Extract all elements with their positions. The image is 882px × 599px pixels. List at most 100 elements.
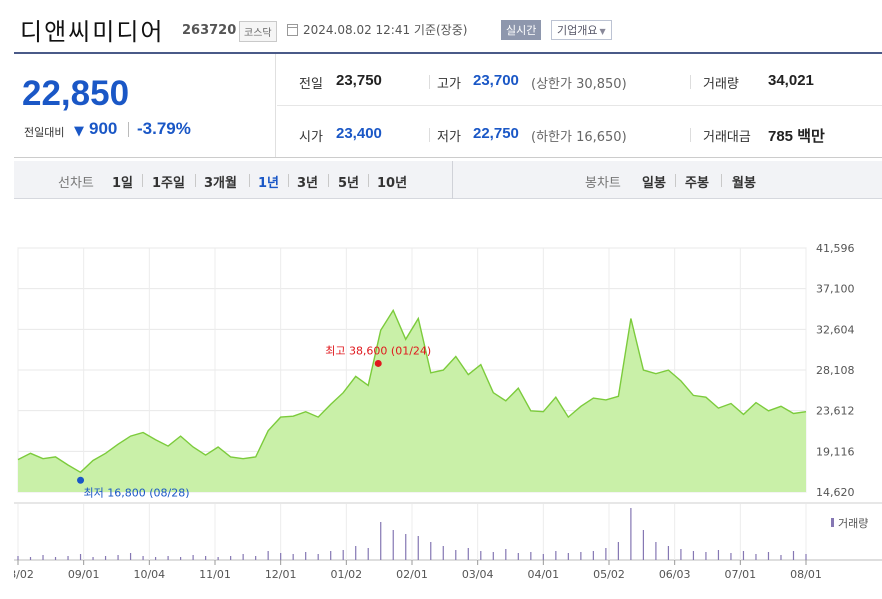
volume-bar [455, 550, 457, 560]
company-overview-button[interactable]: 기업개요 ▼ [551, 20, 612, 40]
volume-bar [142, 556, 144, 560]
volume-bar [104, 556, 107, 560]
market-badge: 코스닥 [239, 21, 277, 42]
period-1d[interactable]: 1일 [112, 176, 134, 191]
volume-bar [330, 551, 332, 560]
volume-bar [805, 554, 807, 560]
period-10y[interactable]: 10년 [377, 176, 408, 191]
volume-bar [205, 556, 207, 560]
x-tick-label: 04/01 [527, 568, 559, 581]
volume-value: 34,021 [768, 72, 814, 89]
toolbar-separator [142, 174, 143, 187]
change-separator [128, 122, 129, 137]
prev-close-value: 23,750 [336, 72, 382, 89]
low-value: 22,750 [473, 125, 519, 142]
high-value: 23,700 [473, 72, 519, 89]
volume-bar [742, 551, 745, 560]
toolbar-separator [721, 174, 722, 187]
volume-bar [492, 552, 494, 560]
upper-limit: (상한가 30,850) [531, 77, 627, 92]
volume-bar [280, 553, 282, 560]
y-tick-label: 28,108 [816, 364, 855, 377]
volume-bar [242, 554, 244, 560]
volume-bar [530, 552, 532, 560]
volume-bar [580, 552, 582, 560]
x-tick-label: 02/01 [396, 568, 428, 581]
price-area-fill [18, 310, 806, 492]
volume-bar [267, 551, 269, 560]
x-tick-label: 07/01 [724, 568, 756, 581]
volume-bar [780, 555, 782, 560]
volume-bars [17, 508, 807, 560]
volume-bar [680, 549, 682, 560]
volume-bar [129, 553, 132, 560]
volume-bar [230, 556, 232, 560]
period-5y[interactable]: 5년 [338, 176, 360, 191]
y-tick-label: 23,612 [816, 405, 855, 418]
change-value: 900 [89, 119, 118, 138]
realtime-button[interactable]: 실시간 [501, 20, 542, 40]
period-3y[interactable]: 3년 [297, 176, 319, 191]
volume-bar [605, 548, 607, 560]
x-tick-label: 03/04 [462, 568, 494, 581]
turnover-value: 785 백만 [768, 128, 825, 145]
volume-bar [705, 552, 707, 560]
volume-bar [292, 554, 294, 560]
timestamp: 2024.08.02 12:41 기준(장중) [303, 23, 468, 37]
volume-bar [92, 557, 94, 560]
volume-legend-swatch [831, 518, 834, 527]
period-3m[interactable]: 3개월 [204, 176, 237, 191]
volume-bar [380, 522, 382, 560]
turnover-label: 거래대금 [703, 130, 751, 145]
y-tick-label: 19,116 [816, 445, 855, 458]
volume-bar [305, 552, 307, 560]
low-marker [77, 476, 85, 484]
volume-bar [342, 550, 344, 560]
volume-bar [567, 553, 569, 560]
volume-bar [767, 552, 770, 560]
header-divider [14, 52, 882, 54]
x-tick-label: 08/02 [14, 568, 34, 581]
volume-bar [117, 555, 119, 560]
toolbar-separator [368, 174, 369, 187]
period-1y[interactable]: 1년 [258, 176, 280, 191]
stat-separator [429, 75, 430, 89]
stat-separator [690, 75, 691, 89]
high-label: 고가 [437, 77, 461, 92]
volume-bar [555, 551, 557, 560]
toolbar-separator [288, 174, 289, 187]
high-annotation: 최고 38,600 (01/24) [325, 344, 431, 357]
y-tick-label: 41,596 [816, 242, 855, 255]
y-tick-label: 14,620 [816, 486, 855, 499]
quote-panel: 22,850 전일대비 ▼ 900 -3.79% [14, 54, 276, 157]
volume-bar [17, 556, 19, 560]
price-chart[interactable]: 41,596 37,100 32,604 28,108 23,612 19,116 14,6… [14, 220, 882, 595]
y-tick-label: 37,100 [816, 283, 855, 296]
stat-separator [690, 128, 691, 142]
change-rate: -3.79% [137, 119, 191, 138]
chart-toolbar: 선차트 1일 1주일 3개월 1년 3년 5년 10년 봉차트 일봉 주봉 월봉 [14, 161, 882, 199]
lower-limit: (하한가 16,650) [531, 130, 627, 145]
current-price: 22,850 [22, 74, 130, 113]
x-tick-label: 11/01 [199, 568, 231, 581]
volume-bar [717, 550, 720, 560]
period-1w[interactable]: 1주일 [152, 176, 185, 191]
y-tick-label: 32,604 [816, 323, 855, 336]
volume-bar [355, 546, 357, 560]
candle-daily[interactable]: 일봉 [642, 176, 666, 191]
low-annotation: 최저 16,800 (08/28) [84, 486, 190, 499]
candle-monthly[interactable]: 월봉 [732, 176, 756, 191]
volume-bar [180, 557, 182, 560]
candle-weekly[interactable]: 주봉 [685, 176, 709, 191]
stock-code: 263720 [182, 23, 237, 38]
toolbar-separator [675, 174, 676, 187]
volume-bar [630, 508, 632, 560]
volume-bar [692, 551, 695, 560]
volume-bar [42, 555, 44, 560]
calendar-icon [287, 24, 298, 36]
stat-separator [429, 128, 430, 142]
volume-bar [67, 556, 69, 560]
x-tick-label: 10/04 [133, 568, 165, 581]
volume-bar [192, 555, 194, 560]
volume-bar [167, 556, 169, 560]
